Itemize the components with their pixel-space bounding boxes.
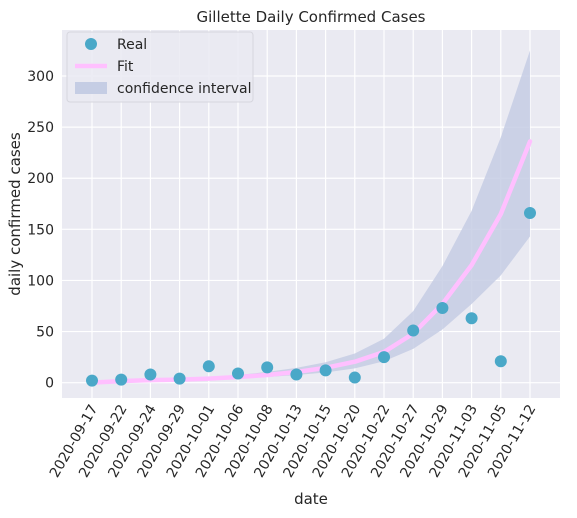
x-tick-labels: 2020-09-172020-09-222020-09-242020-09-29… <box>47 402 540 481</box>
legend-label: Fit <box>117 59 134 75</box>
real-points <box>86 206 536 387</box>
data-point <box>407 324 420 337</box>
legend-label: confidence interval <box>117 81 251 97</box>
data-point <box>319 364 332 377</box>
y-tick-label: 150 <box>27 222 54 238</box>
legend-box <box>66 31 254 103</box>
y-tick-labels: 0 50 100 150 200 250 300 <box>27 69 54 392</box>
data-point <box>290 368 303 381</box>
data-point <box>261 361 274 374</box>
data-point <box>144 368 157 381</box>
y-tick-label: 0 <box>45 376 54 392</box>
legend-label: Real <box>117 37 147 53</box>
fit-line <box>89 139 533 385</box>
legend-marker-band <box>75 82 107 94</box>
data-point <box>232 367 244 380</box>
y-tick-label: 50 <box>36 325 54 341</box>
data-point <box>115 373 128 386</box>
legend-marker-real <box>85 38 97 50</box>
y-tick-label: 200 <box>27 171 54 187</box>
y-tick-label: 300 <box>27 69 54 85</box>
y-tick-label: 250 <box>27 120 54 136</box>
data-point <box>465 312 478 325</box>
data-point <box>173 372 186 385</box>
legend: Real Fit confidence interval <box>66 31 254 103</box>
data-point <box>378 351 390 364</box>
data-point <box>436 302 449 315</box>
chart-title: Gillette Daily Confirmed Cases <box>197 8 426 26</box>
x-axis-label: date <box>294 490 328 508</box>
data-point <box>202 360 215 373</box>
data-point <box>348 371 361 384</box>
data-point <box>86 374 98 387</box>
y-axis-label: daily confirmed cases <box>6 132 24 296</box>
fit-curve <box>89 139 533 385</box>
data-point <box>524 206 536 219</box>
y-tick-label: 100 <box>27 273 54 289</box>
data-point <box>494 355 507 368</box>
